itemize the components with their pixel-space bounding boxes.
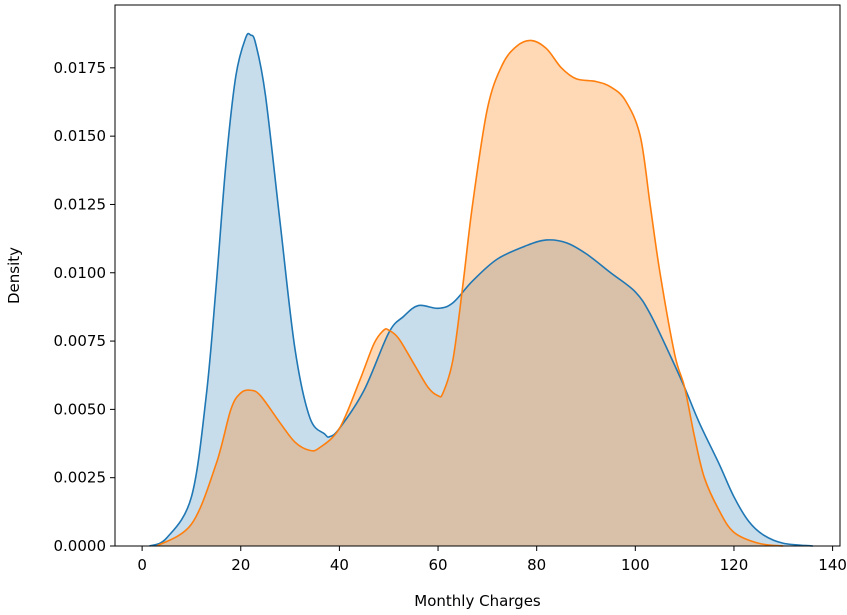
plot-frame [114, 4, 841, 547]
x-tick-label: 40 [330, 556, 349, 574]
y-axis: 0.0000 0.0025 0.0050 0.0075 0.0100 0.0125 0.01… [54, 59, 115, 555]
series-2-area [156, 40, 784, 546]
x-tick-label: 0 [137, 556, 147, 574]
x-tick-label: 20 [231, 556, 250, 574]
x-tick-label: 80 [527, 556, 546, 574]
x-tick-label: 100 [621, 556, 650, 574]
y-tick-label: 0.0075 [54, 332, 107, 350]
x-axis: 0 20 40 60 80 100 120 140 [137, 546, 847, 574]
y-tick-label: 0.0025 [54, 469, 107, 487]
y-tick-label: 0.0000 [54, 537, 107, 555]
x-tick-label: 140 [818, 556, 847, 574]
y-tick-label: 0.0150 [54, 127, 107, 145]
series-1-area [149, 33, 813, 546]
y-axis-title: Density [5, 247, 23, 304]
x-axis-title: Monthly Charges [414, 592, 541, 610]
series-2-line [156, 39, 784, 547]
y-tick-label: 0.0125 [54, 195, 107, 213]
y-tick-label: 0.0100 [54, 264, 107, 282]
x-tick-label: 120 [720, 556, 749, 574]
x-tick-label: 60 [428, 556, 447, 574]
series-layer [149, 32, 813, 547]
y-tick-label: 0.0175 [54, 59, 107, 77]
y-tick-label: 0.0050 [54, 400, 107, 418]
